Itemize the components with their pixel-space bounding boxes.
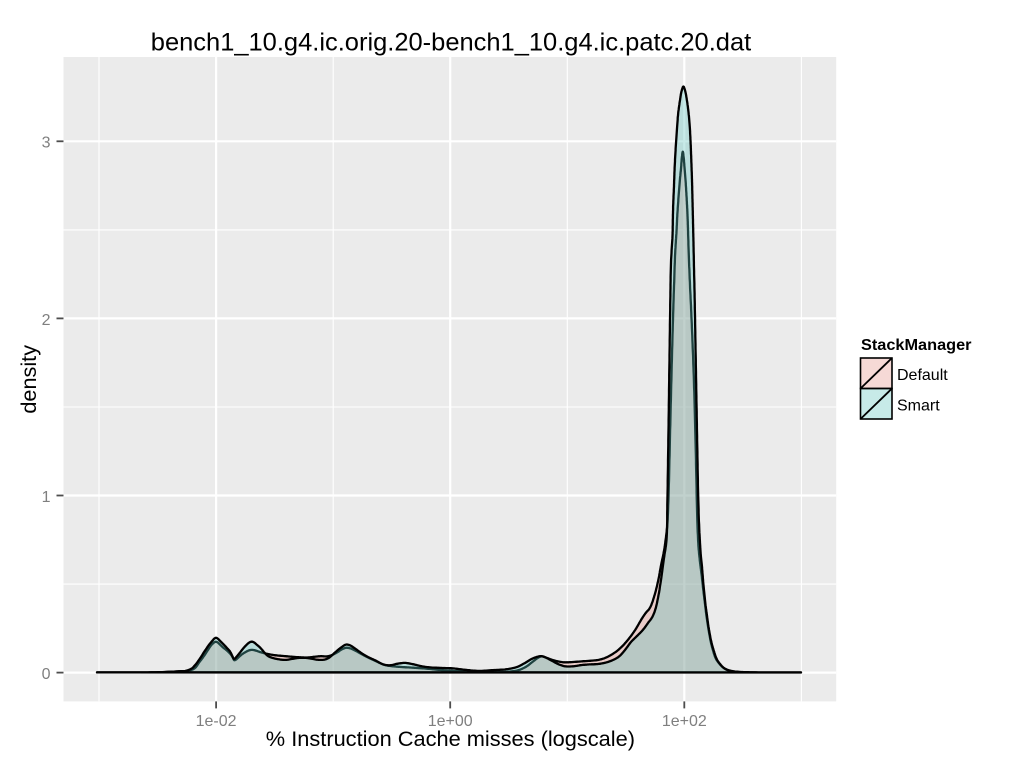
svg-text:Default: Default [897,367,948,384]
svg-text:1e+00: 1e+00 [428,713,473,730]
svg-text:0: 0 [42,666,51,683]
svg-text:% Instruction Cache misses (lo: % Instruction Cache misses (logscale) [266,726,635,751]
svg-text:density: density [16,345,41,414]
svg-text:1e+02: 1e+02 [662,713,707,730]
svg-text:bench1_10.g4.ic.orig.20-bench1: bench1_10.g4.ic.orig.20-bench1_10.g4.ic.… [151,29,751,57]
svg-text:2: 2 [42,312,51,329]
svg-text:3: 3 [42,135,51,152]
svg-text:Smart: Smart [897,398,940,415]
svg-text:1e-02: 1e-02 [196,713,237,730]
svg-text:1: 1 [42,489,51,506]
svg-text:StackManager: StackManager [861,337,972,354]
